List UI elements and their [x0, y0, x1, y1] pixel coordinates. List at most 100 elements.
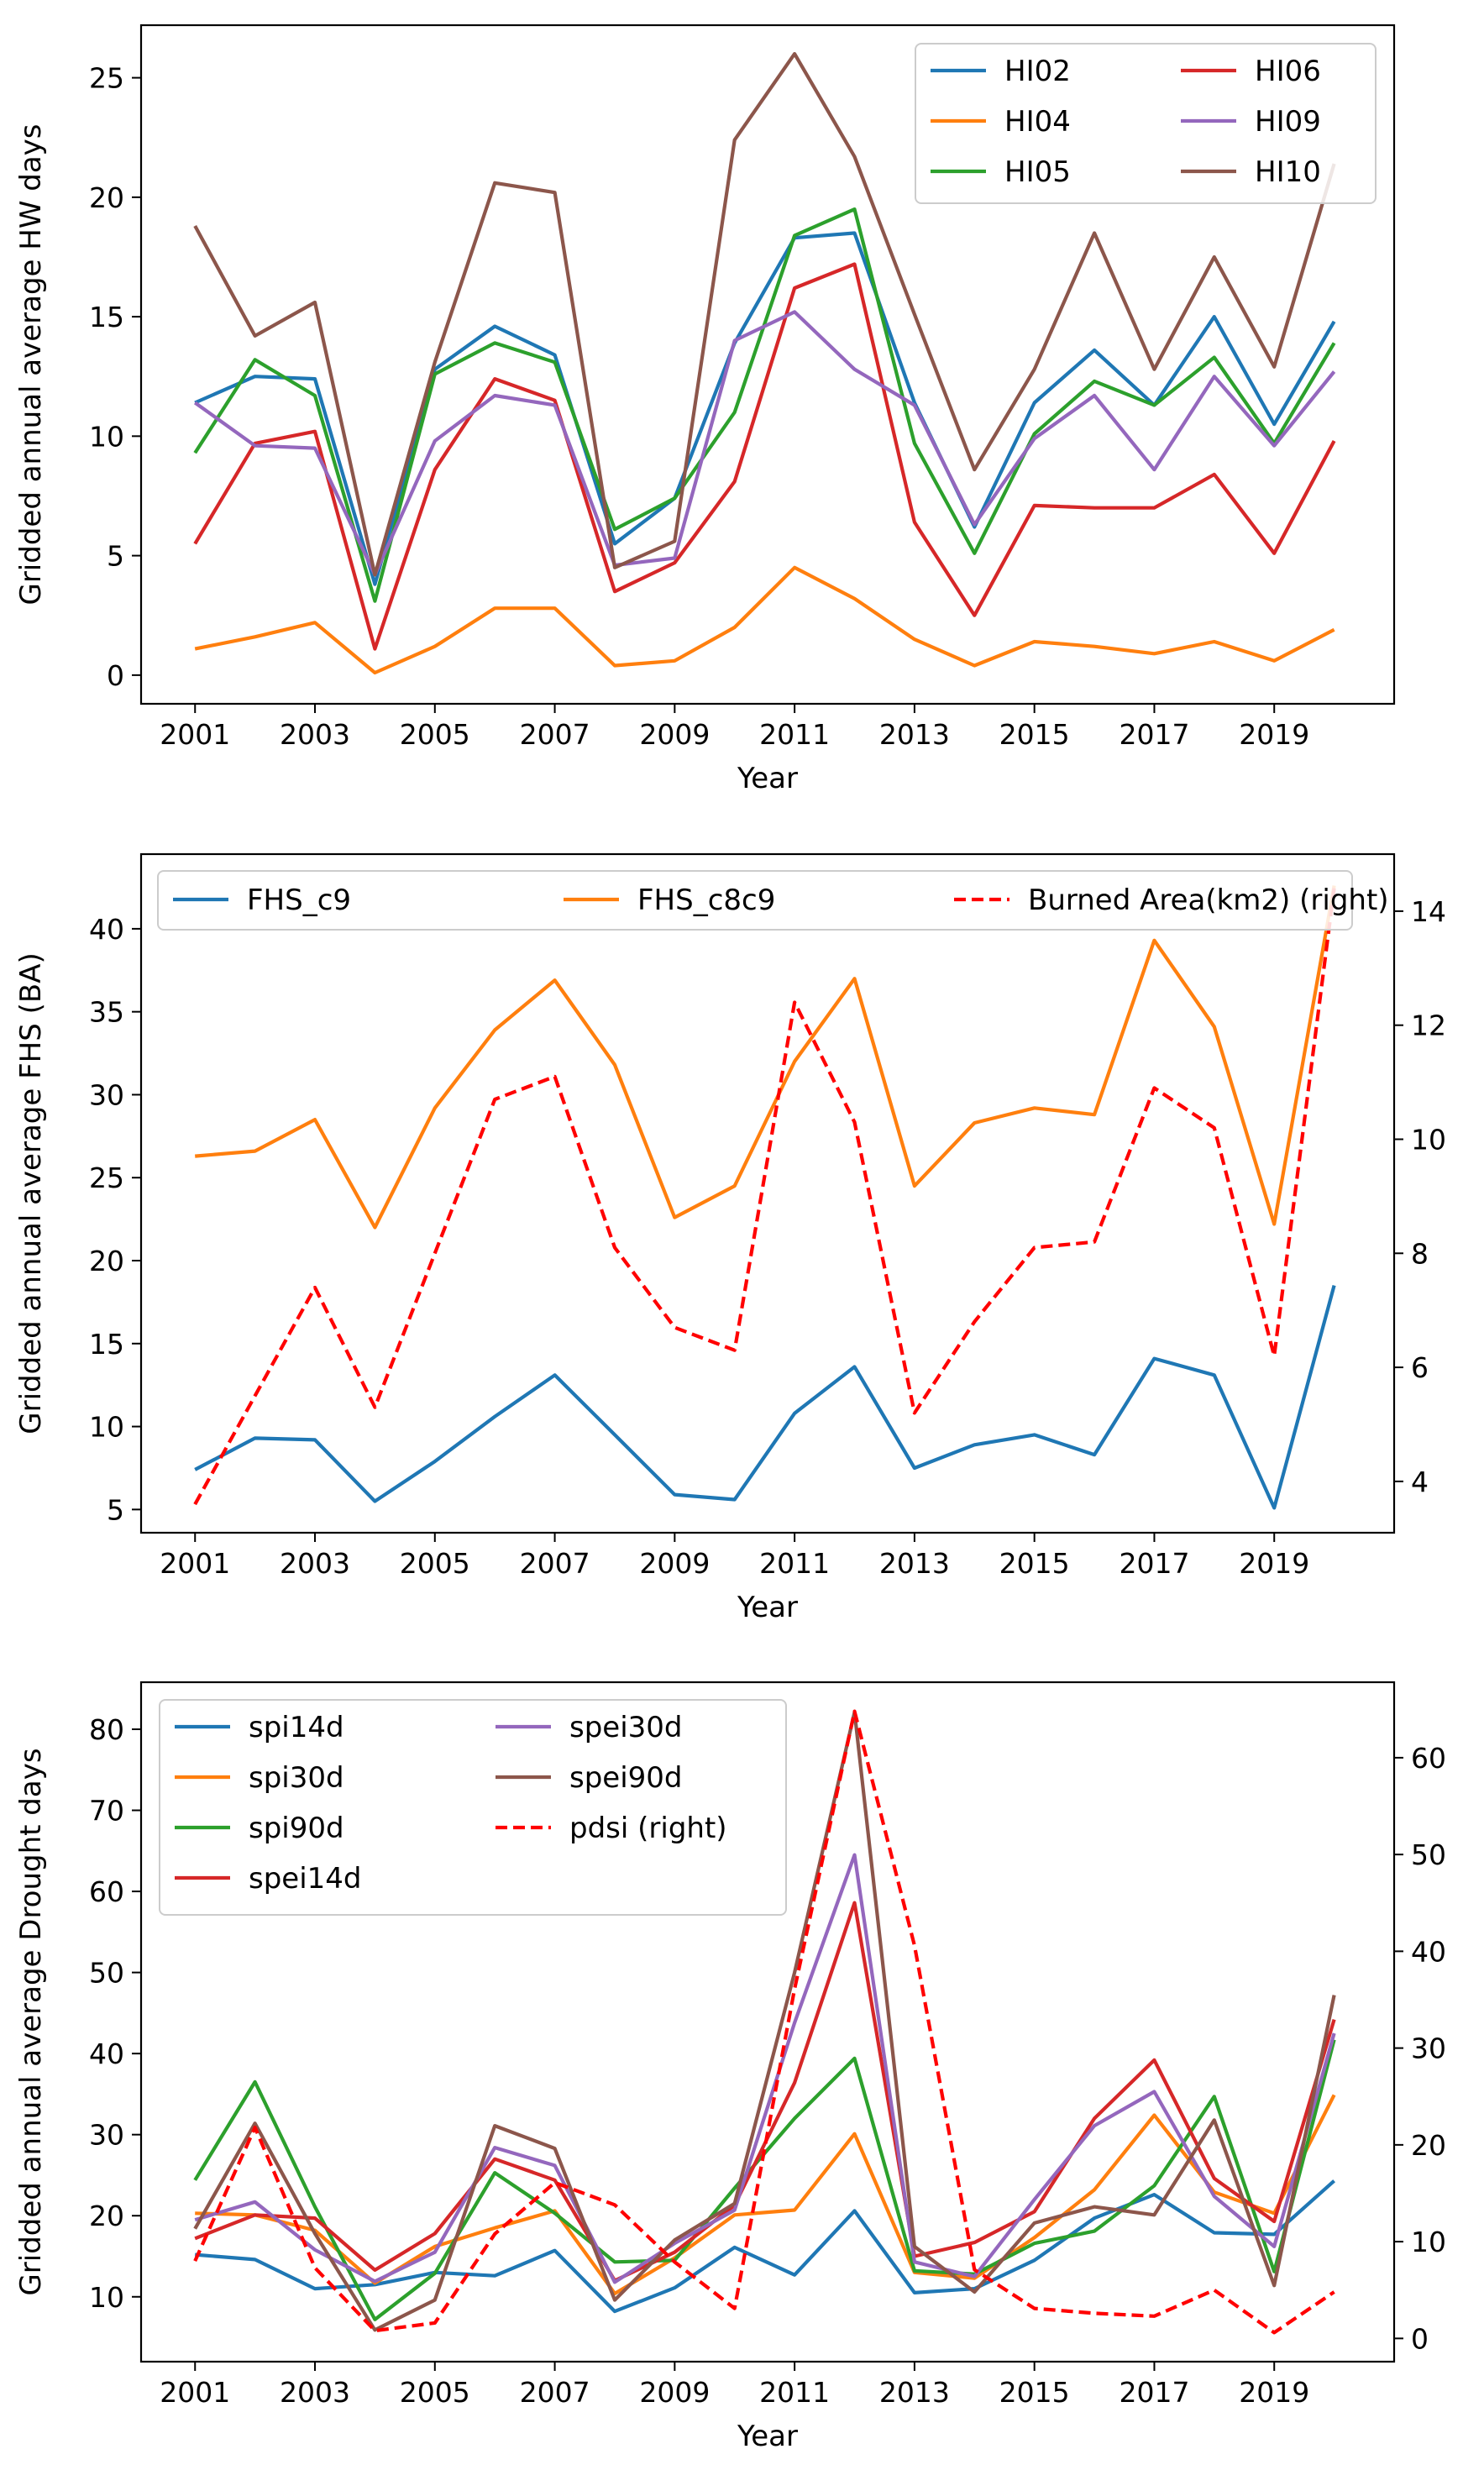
x-tick-label: 2019	[1239, 1547, 1309, 1580]
x-tick-label: 2019	[1239, 718, 1309, 751]
y2-tick-label: 50	[1411, 1838, 1446, 1871]
x-axis-label: Year	[737, 1591, 798, 1624]
y2-tick-label: 10	[1411, 2226, 1446, 2258]
x-tick-label: 2019	[1239, 2376, 1309, 2409]
legend-entry: spi90d	[249, 1812, 344, 1845]
y-tick-label: 35	[89, 996, 124, 1029]
chart-panel-2: 2001 2003 2005 2007 2009 2011 2013 2015 2017 2019…	[14, 852, 1446, 1624]
y-tick-label: 40	[89, 913, 124, 946]
y-tick-label: 20	[89, 2200, 124, 2232]
y2-tick-label: 0	[1411, 2322, 1429, 2355]
y-axis-label: Gridded annual average HW days	[14, 123, 48, 605]
y-tick-label: 25	[89, 62, 124, 95]
y2-tick-label: 6	[1411, 1351, 1429, 1384]
legend-entry: spei30d	[569, 1711, 683, 1744]
legend-entry: pdsi (right)	[569, 1812, 727, 1845]
y2-tick-label: 30	[1411, 2032, 1446, 2065]
y2-tick-label: 14	[1411, 895, 1446, 928]
x-tick-label: 2003	[280, 718, 350, 751]
series-line-spei30d	[194, 1853, 1336, 2284]
y-tick-label: 10	[89, 2281, 124, 2314]
y-tick-label: 10	[89, 1411, 124, 1444]
legend: HI02 HI04 HI05 HI06 HI09 HI10	[915, 43, 1377, 204]
x-axis-label: Year	[737, 762, 798, 795]
legend-entry: HI06	[1255, 55, 1321, 88]
x-tick-label: 2009	[639, 2376, 710, 2409]
y-tick-label: 15	[89, 1328, 124, 1361]
series-layer	[193, 1709, 1336, 2335]
x-tick-label: 2007	[520, 718, 590, 751]
series-line-hi06	[193, 262, 1336, 651]
series-line-hi09	[193, 310, 1336, 577]
y2-tick-label: 8	[1411, 1237, 1429, 1270]
plot-frame	[139, 1681, 1396, 2363]
legend-entry: spi30d	[249, 1761, 344, 1795]
x-tick-label: 2005	[400, 1547, 470, 1580]
x-tick-label: 2015	[999, 718, 1070, 751]
x-tick-label: 2007	[520, 2376, 590, 2409]
y-tick-label: 30	[89, 2119, 124, 2152]
x-tick-label: 2005	[400, 718, 470, 751]
legend-entry: FHS_c8c9	[637, 884, 775, 917]
legend-box	[157, 870, 1353, 931]
chart-panel-3: 2001 2003 2005 2007 2009 2011 2013 2015 2017 2019…	[14, 1681, 1446, 2453]
legend-entry: HI10	[1255, 155, 1321, 189]
series-line-fhs-c9	[194, 1285, 1336, 1510]
x-tick-label: 2007	[520, 1547, 590, 1580]
series-line-hi10	[193, 51, 1336, 577]
y2-tick-label: 20	[1411, 2129, 1446, 2162]
chart-panel-1: 2001 2003 2005 2007 2009 2011 2013 2015 2017 2019…	[14, 24, 1396, 795]
x-tick-label: 2017	[1119, 718, 1189, 751]
x-tick-label: 2013	[879, 2376, 950, 2409]
y-tick-label: 0	[107, 659, 124, 692]
x-tick-label: 2001	[160, 1547, 230, 1580]
y-tick-label: 15	[89, 301, 124, 333]
y-tick-label: 30	[89, 1078, 124, 1111]
y-tick-label: 40	[89, 2037, 124, 2070]
y-axis-label: Gridded annual average Drought days	[14, 1748, 48, 2295]
series-line-fhs-c8c9	[195, 885, 1336, 1230]
x-tick-label: 2015	[999, 1547, 1070, 1580]
y2-tick-label: 60	[1411, 1742, 1446, 1775]
legend-entry: HI05	[1004, 155, 1071, 189]
y-axis-label: Gridded annual average FHS (BA)	[14, 952, 48, 1434]
series-layer	[193, 885, 1336, 1510]
series-line-spi14d	[195, 2179, 1335, 2314]
x-tick-label: 2011	[759, 2376, 830, 2409]
legend-entry: spi14d	[249, 1711, 344, 1744]
legend-box	[159, 1699, 787, 1916]
plot-frame	[139, 24, 1396, 705]
x-tick-label: 2001	[160, 718, 230, 751]
y-tick-label: 50	[89, 1957, 124, 1990]
x-tick-label: 2013	[879, 718, 950, 751]
x-axis-label: Year	[737, 2420, 798, 2453]
legend: spi14d spi30d spi90d spei14d spei30d spei90d p…	[159, 1699, 787, 1916]
y2-tick-label: 10	[1411, 1123, 1446, 1156]
series-line-spei14d	[194, 1901, 1336, 2283]
series-line-spei90d	[193, 1710, 1336, 2332]
y2-tick-label: 40	[1411, 1935, 1446, 1968]
x-tick-label: 2017	[1119, 2376, 1189, 2409]
series-layer	[193, 51, 1336, 675]
y-tick-label: 10	[89, 420, 124, 453]
x-tick-label: 2013	[879, 1547, 950, 1580]
x-tick-label: 2015	[999, 2376, 1070, 2409]
legend-entry: FHS_c9	[247, 884, 351, 917]
x-tick-label: 2003	[280, 2376, 350, 2409]
legend-entry: spei14d	[249, 1862, 362, 1896]
y-tick-label: 20	[89, 1245, 124, 1277]
x-tick-label: 2011	[759, 1547, 830, 1580]
x-tick-label: 2009	[639, 1547, 710, 1580]
x-tick-label: 2005	[400, 2376, 470, 2409]
legend-entry: Burned Area(km2) (right)	[1028, 884, 1389, 917]
y-tick-label: 5	[107, 1493, 124, 1526]
series-line-pdsi-right	[193, 1709, 1335, 2335]
y-tick-label: 70	[89, 1795, 124, 1828]
y-tick-label: 5	[107, 540, 124, 573]
series-line-hi04	[194, 565, 1335, 675]
y-tick-label: 25	[89, 1162, 124, 1194]
y-tick-label: 80	[89, 1713, 124, 1746]
x-tick-label: 2017	[1119, 1547, 1189, 1580]
x-tick-label: 2001	[160, 2376, 230, 2409]
